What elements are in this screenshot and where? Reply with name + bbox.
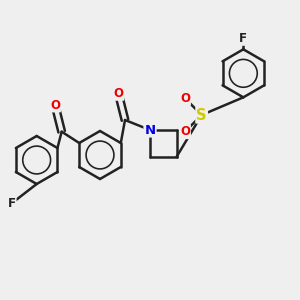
Text: O: O — [180, 125, 190, 138]
Text: O: O — [180, 92, 190, 105]
Text: N: N — [144, 124, 156, 136]
Text: F: F — [239, 32, 247, 45]
Text: S: S — [196, 107, 207, 122]
Text: F: F — [8, 197, 16, 210]
Text: O: O — [50, 98, 60, 112]
Text: O: O — [113, 87, 123, 100]
